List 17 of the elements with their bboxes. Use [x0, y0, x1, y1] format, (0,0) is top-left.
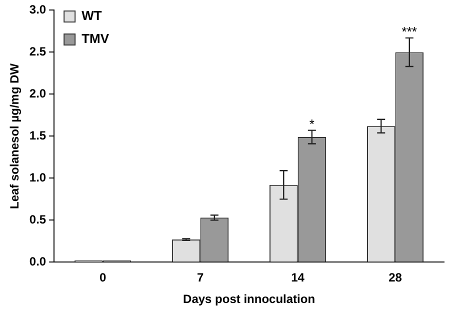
annotation: * — [309, 116, 314, 132]
y-tick-label: 3.0 — [29, 2, 46, 17]
x-tick-label: 0 — [99, 270, 106, 285]
x-tick-label: 28 — [388, 270, 402, 285]
y-tick-label: 0.0 — [29, 254, 46, 269]
y-tick-label: 1.0 — [29, 170, 46, 185]
x-axis-title: Days post innoculation — [183, 292, 316, 306]
y-tick-label: 2.5 — [29, 44, 46, 59]
legend-label: WT — [82, 8, 102, 24]
x-tick-label: 7 — [196, 270, 204, 285]
y-tick-label: 0.5 — [29, 212, 46, 227]
y-tick-label: 1.5 — [29, 128, 46, 143]
y-axis-title: Leaf solanesol µg/mg DW — [8, 62, 22, 210]
annotation: *** — [402, 24, 417, 39]
legend-label: TMV — [82, 31, 110, 46]
x-tick-label: 14 — [291, 270, 305, 285]
y-tick-label: 2.0 — [29, 86, 46, 101]
